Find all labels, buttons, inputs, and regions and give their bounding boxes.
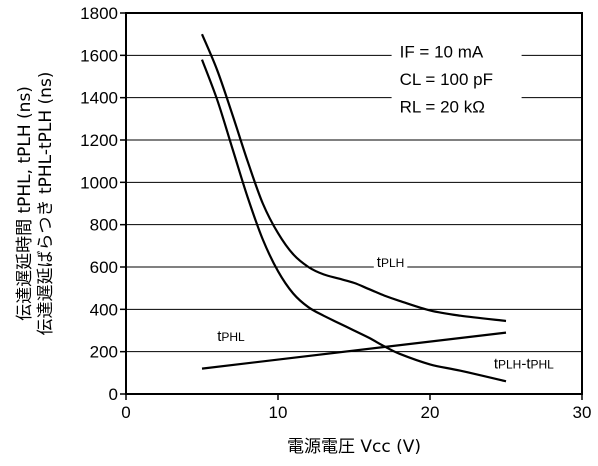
x-tick-label: 0 [121,403,130,422]
y-tick-label: 200 [90,343,118,362]
x-axis-title: 電源電圧 Vcc (V) [287,437,421,457]
series-label-background [373,253,408,272]
x-tick-label: 20 [421,403,440,422]
series-label-background [214,327,249,347]
plot-frame [125,12,583,395]
condition-cl: CL = 100 pF [400,70,493,89]
conditions-background [391,34,522,119]
series-label-tplh: tPLH [377,254,405,271]
x-tick-label: 30 [573,403,592,422]
series-label-background [490,354,558,374]
y-tick-label: 1400 [80,89,118,108]
series-labels-layer: tPLH tPLH-tPHL tPHL [214,253,558,374]
series-line-tphl [201,331,507,370]
y-tick-label: 0 [109,385,118,404]
condition-if: IF = 10 mA [400,42,484,61]
series-label-tplh-tphl: tPLH-tPHL [494,356,554,373]
y-tick-label: 1600 [80,46,118,65]
grid-layer [126,54,582,353]
condition-rl: RL = 20 kΩ [400,97,485,116]
y-tick-label: 1800 [80,4,118,23]
y-tick-label: 1200 [80,131,118,150]
y-axis-title-line1: 伝達遅延時間 tPHL, tPLH (ns) [15,86,35,321]
series-layer [200,33,507,383]
y-tick-label: 1000 [80,173,118,192]
y-tick-label: 600 [90,258,118,277]
x-tick-label: 10 [269,403,288,422]
series-line-tplh-tphl [200,59,507,383]
conditions-box: IF = 10 mA CL = 100 pF RL = 20 kΩ [391,34,522,119]
series-label-tphl: tPHL [217,328,245,345]
y-tick-label: 800 [90,216,118,235]
series-line-tplh [200,33,507,323]
y-tick-label: 400 [90,300,118,319]
y-axis-title-line2: 伝達遅延ばらつき tPHL-tPLH (ns) [36,72,56,336]
ticks-layer: 0 200 400 600 800 1000 1200 1400 1600 1800 0 10 20 30 [80,4,591,422]
